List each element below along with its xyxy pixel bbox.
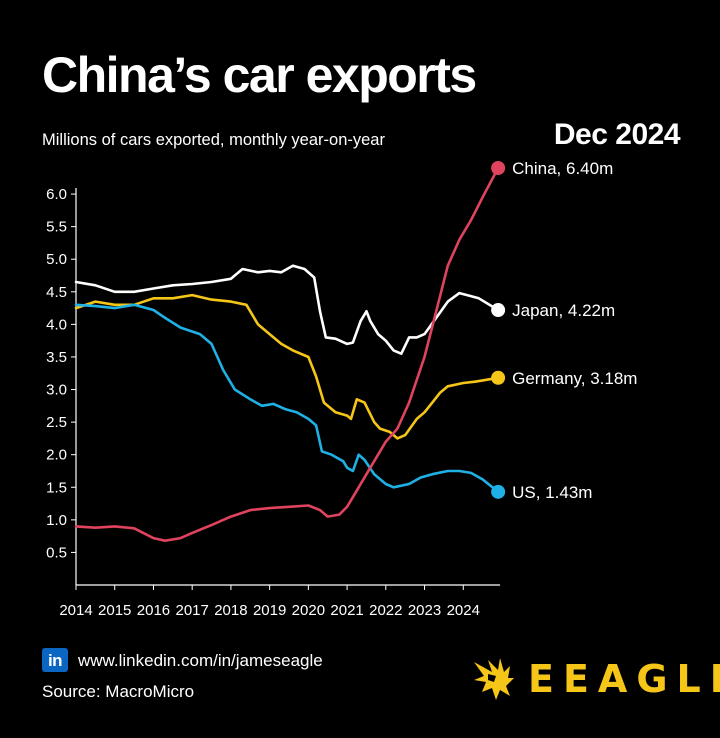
y-tick-label: 3.5 xyxy=(46,349,67,366)
y-tick-label: 5.5 xyxy=(46,219,67,236)
series-end-point-us xyxy=(491,484,506,499)
date-label: Dec 2024 xyxy=(553,118,681,151)
y-tick-label: 2.0 xyxy=(46,447,67,464)
y-tick-label: 1.0 xyxy=(46,512,67,529)
series-line-japan xyxy=(74,264,500,355)
x-tick-label: 2016 xyxy=(137,602,170,619)
series-line-us xyxy=(74,303,500,494)
series-end-point-japan xyxy=(491,303,506,318)
y-tick-label: 1.5 xyxy=(46,479,67,496)
x-tick-label: 2024 xyxy=(447,602,480,619)
x-tick-label: 2022 xyxy=(369,602,402,619)
chart-subtitle: Millions of cars exported, monthly year-… xyxy=(42,131,385,149)
source-note: Source: MacroMicro xyxy=(42,682,195,701)
series-end-label-germany: Germany, 3.18m xyxy=(512,369,637,388)
linkedin-link[interactable]: in www.linkedin.com/in/jameseagle xyxy=(42,648,323,672)
y-tick-label: 4.5 xyxy=(46,284,67,301)
chart-title: China’s car exports xyxy=(42,47,477,103)
y-tick-label: 6.0 xyxy=(46,186,67,203)
brand-logo: EEAGLI xyxy=(470,656,720,702)
x-tick-label: 2014 xyxy=(59,602,92,619)
y-tick-label: 0.5 xyxy=(46,544,67,561)
x-tick-label: 2019 xyxy=(253,602,286,619)
x-tick-label: 2018 xyxy=(214,602,247,619)
series-end-label-japan: Japan, 4.22m xyxy=(512,301,615,320)
linkedin-icon: in xyxy=(42,648,68,672)
series-line-china xyxy=(74,166,500,542)
series-end-label-china: China, 6.40m xyxy=(512,159,613,178)
series-end-point-germany xyxy=(491,370,506,385)
x-tick-label: 2021 xyxy=(330,602,363,619)
x-tick-label: 2023 xyxy=(408,602,441,619)
y-tick-label: 2.5 xyxy=(46,414,67,431)
series-end-label-us: US, 1.43m xyxy=(512,483,592,502)
brand-name: EEAGLI xyxy=(528,657,720,701)
eagle-icon xyxy=(474,658,514,700)
y-tick-label: 4.0 xyxy=(46,316,67,333)
x-tick-label: 2020 xyxy=(292,602,325,619)
y-tick-label: 5.0 xyxy=(46,251,67,268)
linkedin-url[interactable]: www.linkedin.com/in/jameseagle xyxy=(78,650,323,670)
x-tick-label: 2015 xyxy=(98,602,131,619)
series-line-germany xyxy=(74,293,500,440)
y-tick-label: 3.0 xyxy=(46,382,67,399)
x-tick-label: 2017 xyxy=(175,602,208,619)
series-end-point-china xyxy=(491,161,506,175)
